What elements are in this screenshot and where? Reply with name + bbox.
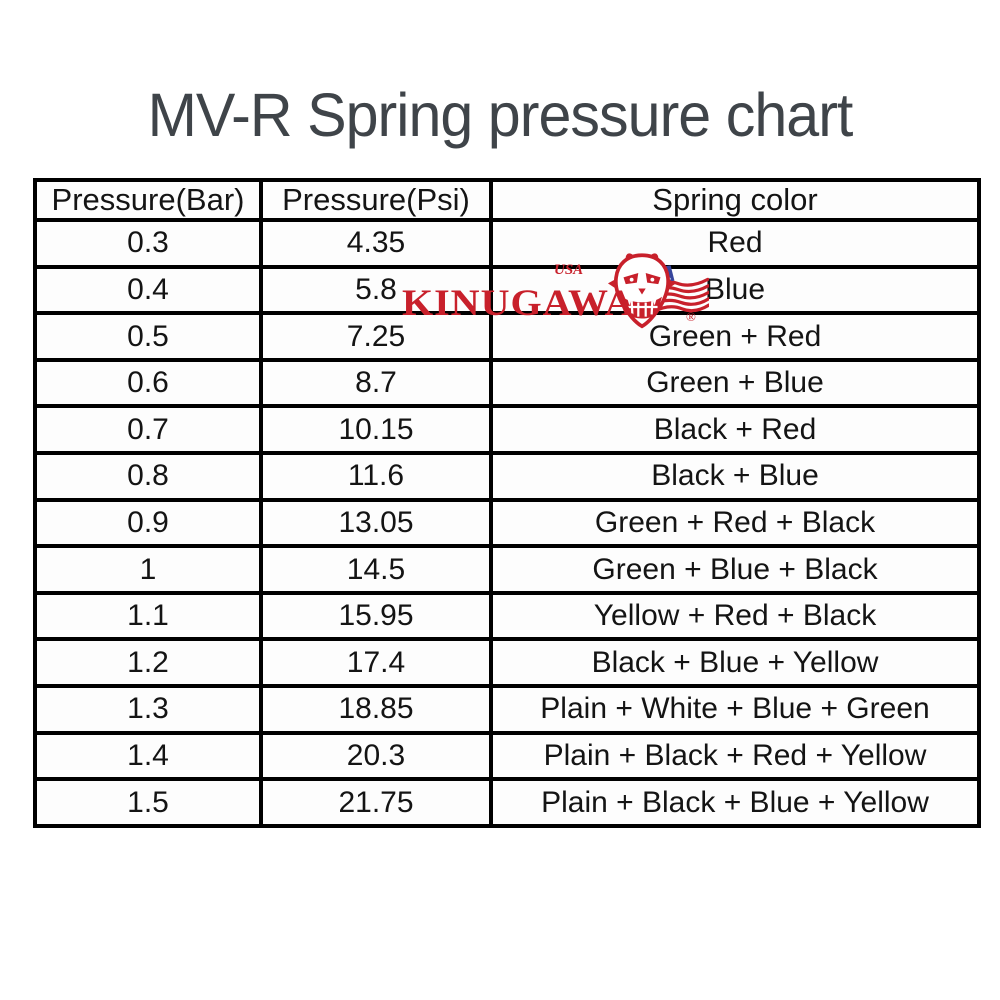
table-row: 0.6 8.7 Green + Blue [33,357,981,409]
table-cell: 1.1 [33,590,263,642]
table-row: 1.5 21.75 Plain + Black + Blue + Yellow [33,777,981,828]
table-row: 0.3 4.35 Red [33,218,981,269]
table-cell: Black + Blue + Yellow [489,637,981,689]
table-row: 0.4 5.8 Blue [33,264,981,316]
table-cell: 14.5 [259,544,493,595]
table-cell: 7.25 [259,311,493,362]
table-cell: 8.7 [259,357,493,409]
table-cell: 0.7 [33,404,263,456]
column-header-spring-color: Spring color [489,178,981,222]
table-cell: 20.3 [259,730,493,782]
table-cell: 17.4 [259,637,493,689]
table-cell: 0.3 [33,218,263,269]
spring-pressure-table: Pressure(Bar) Pressure(Psi) Spring color… [33,178,981,828]
table-cell: 13.05 [259,497,493,549]
table-cell: 1.5 [33,777,263,828]
table-cell: Green + Blue [489,357,981,409]
table-row: 0.7 10.15 Black + Red [33,404,981,456]
table-cell: Plain + Black + Blue + Yellow [489,777,981,828]
column-header-pressure-psi: Pressure(Psi) [259,178,493,222]
table-cell: Black + Blue [489,451,981,502]
table-row: 1 14.5 Green + Blue + Black [33,544,981,595]
table-cell: Green + Red [489,311,981,362]
table-cell: Plain + White + Blue + Green [489,684,981,735]
table-row: 1.2 17.4 Black + Blue + Yellow [33,637,981,689]
table-cell: 1 [33,544,263,595]
table-cell: 10.15 [259,404,493,456]
table-cell: 1.3 [33,684,263,735]
table-cell: 0.5 [33,311,263,362]
table-cell: 0.6 [33,357,263,409]
table-cell: 0.4 [33,264,263,316]
table-cell: 0.9 [33,497,263,549]
table-row: 1.1 15.95 Yellow + Red + Black [33,590,981,642]
table-cell: 4.35 [259,218,493,269]
table-cell: 21.75 [259,777,493,828]
table-cell: 5.8 [259,264,493,316]
page-title: MV-R Spring pressure chart [147,81,854,149]
table-cell: Red [489,218,981,269]
table-header-row: Pressure(Bar) Pressure(Psi) Spring color [33,178,981,222]
table-cell: Green + Blue + Black [489,544,981,595]
table-cell: 15.95 [259,590,493,642]
table-cell: 18.85 [259,684,493,735]
table-cell: 11.6 [259,451,493,502]
table-row: 0.9 13.05 Green + Red + Black [33,497,981,549]
table-cell: 1.2 [33,637,263,689]
table-row: 0.5 7.25 Green + Red [33,311,981,362]
table-row: 1.4 20.3 Plain + Black + Red + Yellow [33,730,981,782]
table-cell: Yellow + Red + Black [489,590,981,642]
column-header-pressure-bar: Pressure(Bar) [33,178,263,222]
table-row: 0.8 11.6 Black + Blue [33,451,981,502]
table-body: 0.3 4.35 Red 0.4 5.8 Blue 0.5 7.25 Green + Red 0.… [33,218,981,828]
table-cell: 1.4 [33,730,263,782]
table-cell: Black + Red [489,404,981,456]
table-cell: Blue [489,264,981,316]
table-cell: 0.8 [33,451,263,502]
table-row: 1.3 18.85 Plain + White + Blue + Green [33,684,981,735]
table-cell: Plain + Black + Red + Yellow [489,730,981,782]
table-cell: Green + Red + Black [489,497,981,549]
